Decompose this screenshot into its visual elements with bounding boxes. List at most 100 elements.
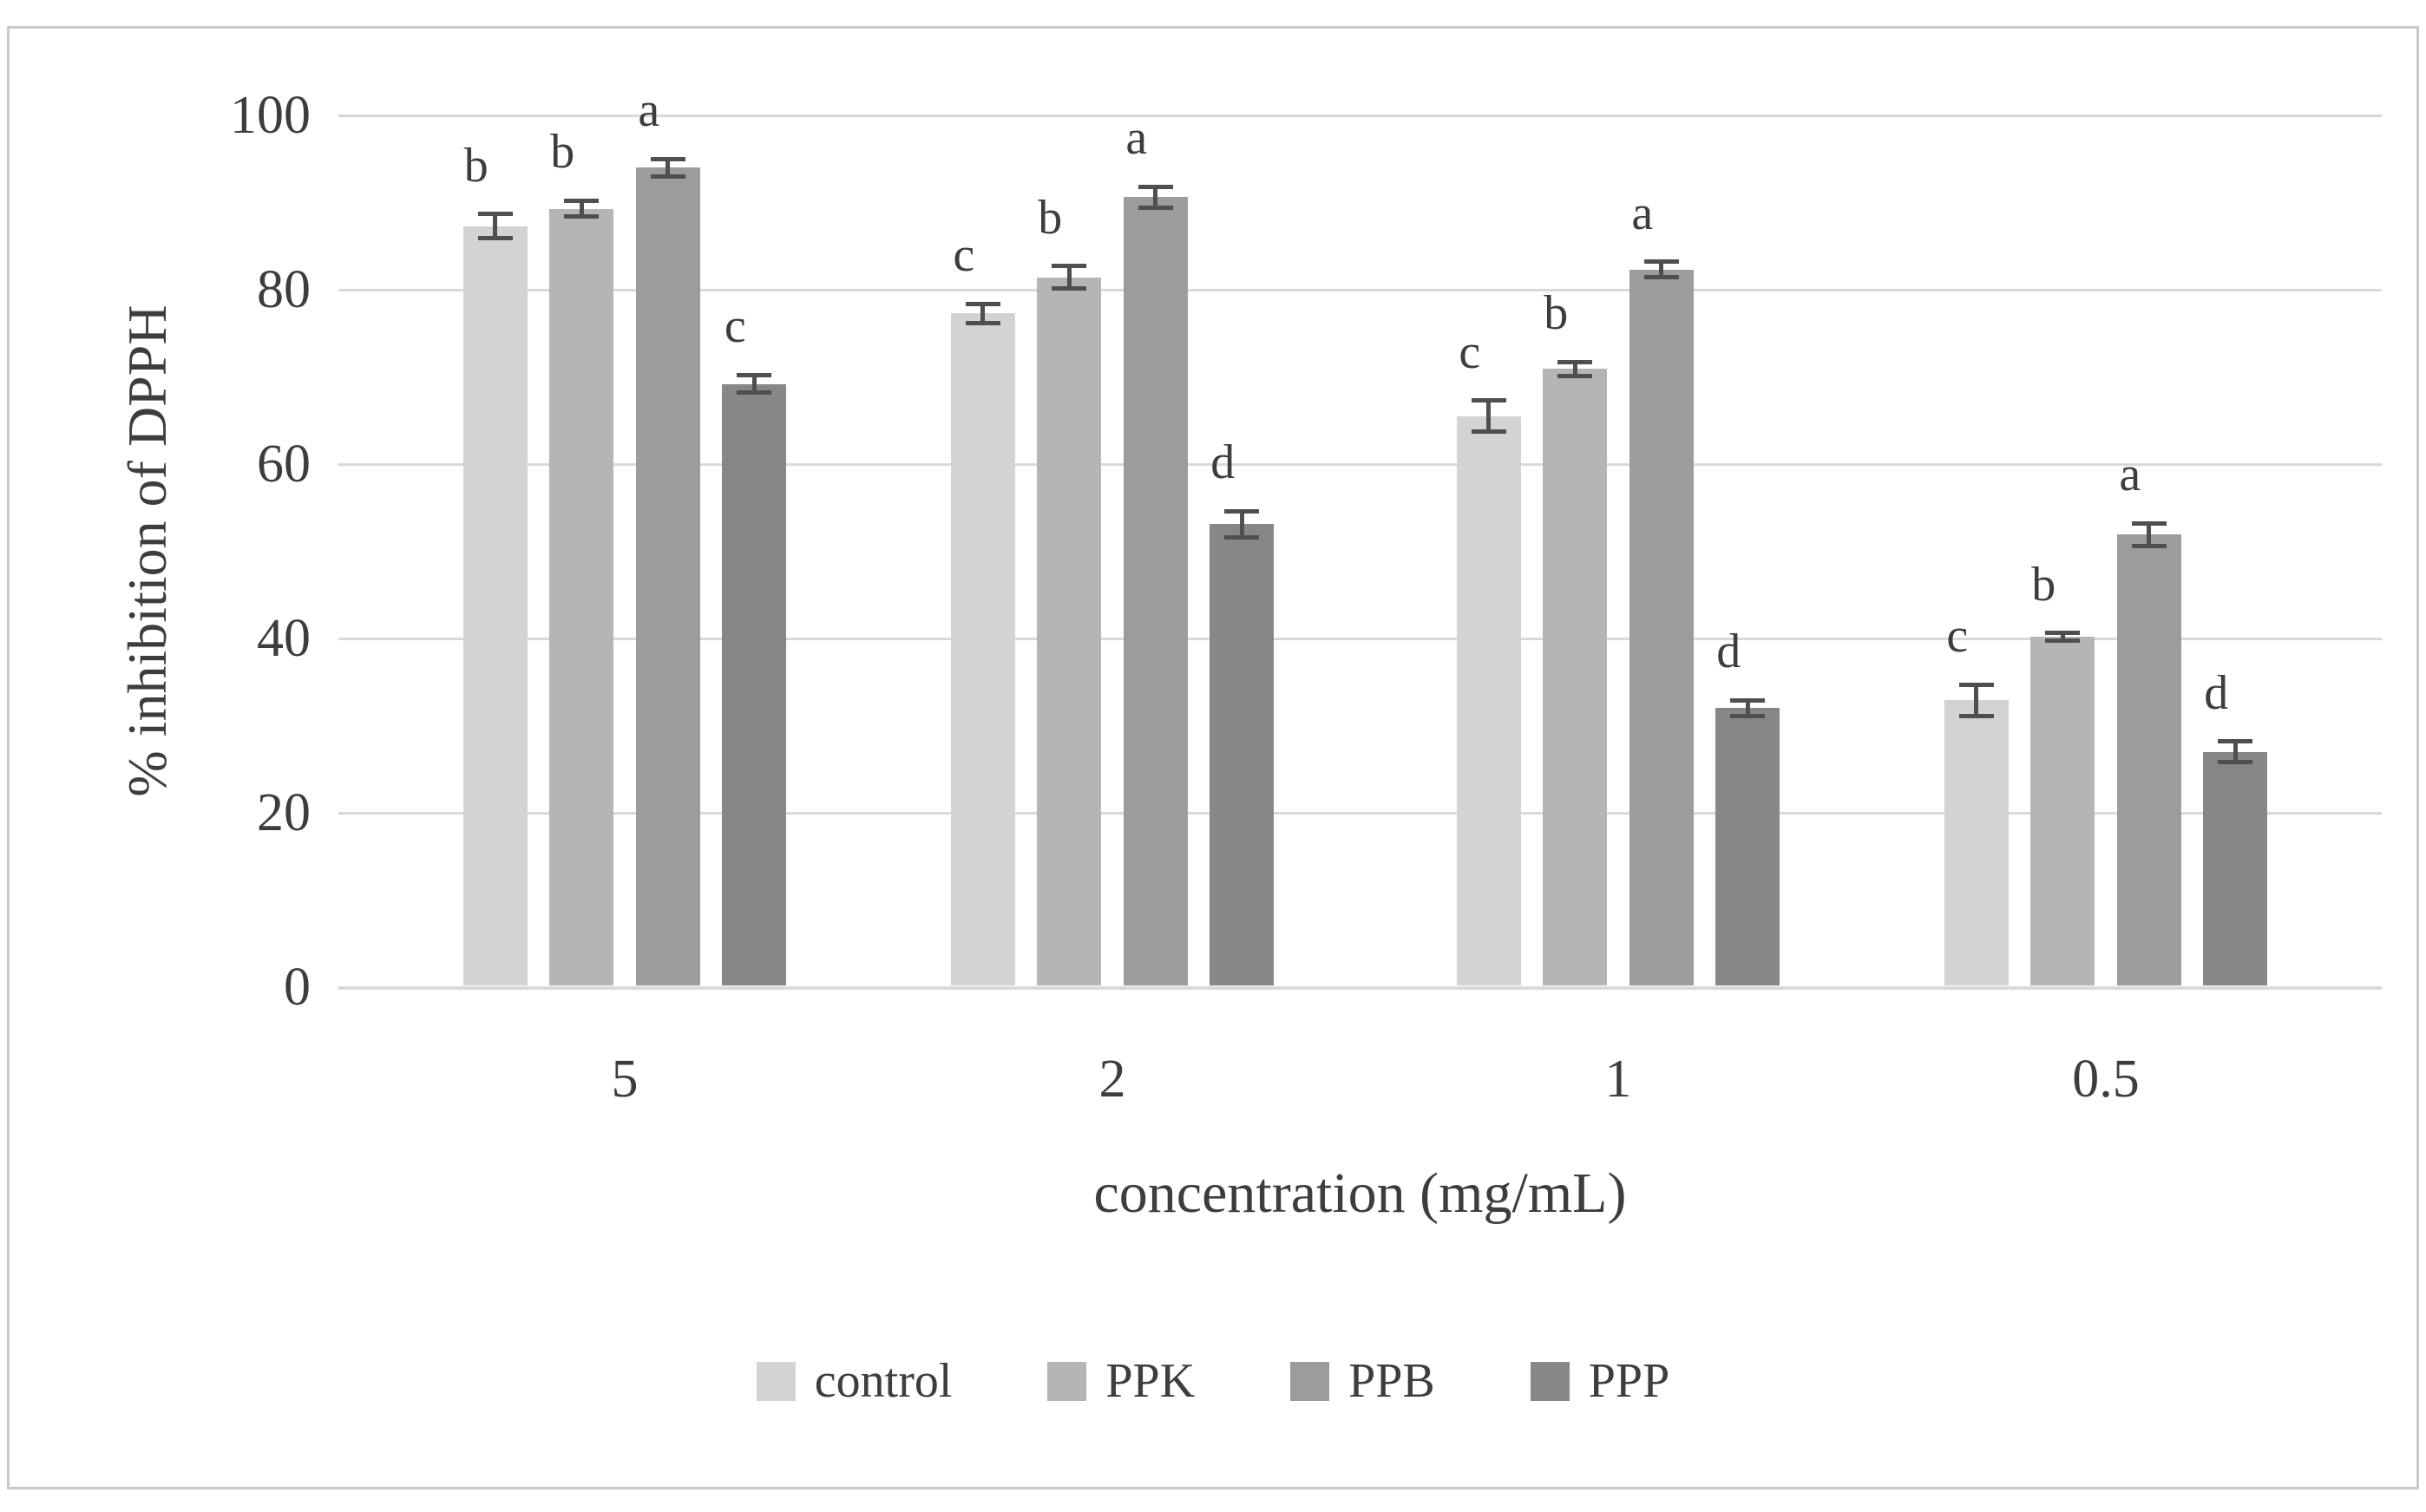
error-bar-top-cap <box>1471 398 1506 403</box>
error-bar-bottom-cap <box>2045 638 2081 643</box>
error-bar-whisker <box>1572 362 1577 376</box>
error-bar-top-cap <box>1138 184 1173 189</box>
legend-item-PPK: PPK <box>1047 1355 1195 1407</box>
significance-letter: d <box>1716 625 1741 679</box>
error-bar-top-cap <box>1730 697 1766 703</box>
bar-control-5 <box>462 226 528 985</box>
error-bar-top-cap <box>564 198 600 203</box>
legend-swatch-icon <box>1290 1361 1330 1401</box>
error-bar-top-cap <box>737 372 772 377</box>
x-tick-label: 1 <box>1604 1050 1632 1109</box>
error-bar-top-cap <box>1958 682 1994 687</box>
error-bar-bottom-cap <box>477 236 513 241</box>
error-bar-bottom-cap <box>1730 713 1766 718</box>
error-bar-top-cap <box>2131 520 2167 526</box>
y-tick-label: 20 <box>257 783 311 842</box>
legend-swatch-icon <box>756 1361 796 1401</box>
significance-letter: b <box>550 125 575 180</box>
error-bar-whisker <box>2233 741 2238 763</box>
error-bar-whisker <box>1745 700 1750 717</box>
legend-swatch-icon <box>1530 1361 1570 1401</box>
legend-item-control: control <box>756 1354 953 1408</box>
legend-item-PPP: PPP <box>1530 1354 1670 1408</box>
bar-PPP-0.5 <box>2203 751 2268 985</box>
bar-PPK-2 <box>1037 277 1102 985</box>
bar-PPK-0.5 <box>2030 636 2095 985</box>
y-tick-label: 40 <box>257 609 311 668</box>
error-bar-top-cap <box>2045 631 2081 636</box>
legend: control PPK PPB PPP <box>0 1346 2426 1416</box>
error-bar-top-cap <box>1052 264 1087 269</box>
error-bar-whisker <box>666 159 671 177</box>
error-bar-whisker <box>2060 632 2065 640</box>
gridline <box>338 462 2382 466</box>
significance-letter: b <box>1038 190 1063 245</box>
bar-PPB-2 <box>1123 197 1188 985</box>
x-tick-label: 5 <box>611 1050 639 1109</box>
legend-item-PPB: PPB <box>1290 1355 1435 1407</box>
bar-PPB-1 <box>1629 269 1694 985</box>
x-axis-title: concentration (mg/mL) <box>1093 1162 1627 1225</box>
legend-label: PPP <box>1588 1354 1670 1408</box>
significance-letter: d <box>2204 665 2229 720</box>
error-bar-top-cap <box>1643 259 1679 265</box>
bar-PPK-5 <box>549 208 614 985</box>
significance-letter: a <box>638 83 660 138</box>
gridline <box>338 811 2382 815</box>
significance-letter: a <box>1125 111 1148 166</box>
error-bar-bottom-cap <box>965 320 1000 325</box>
error-bar-bottom-cap <box>1557 373 1593 378</box>
error-bar-bottom-cap <box>1471 429 1506 435</box>
error-bar-bottom-cap <box>1138 206 1173 211</box>
significance-letter: b <box>2031 557 2056 612</box>
error-bar-bottom-cap <box>1958 713 1994 718</box>
significance-letter: a <box>1631 186 1654 240</box>
bar-PPP-5 <box>722 383 787 985</box>
error-bar-whisker <box>1486 400 1492 432</box>
error-bar-bottom-cap <box>1643 275 1679 280</box>
y-tick-label: 0 <box>284 958 311 1017</box>
y-tick-label: 60 <box>257 435 311 494</box>
gridline <box>338 637 2382 640</box>
error-bar-whisker <box>980 304 986 324</box>
error-bar-bottom-cap <box>2131 543 2167 548</box>
significance-letter: c <box>953 228 975 283</box>
bar-PPB-5 <box>635 167 700 985</box>
error-bar-top-cap <box>1557 359 1593 364</box>
error-bar-whisker <box>1974 684 1979 717</box>
bar-control-1 <box>1456 416 1521 985</box>
x-tick-label: 0.5 <box>2072 1050 2140 1109</box>
significance-letter: a <box>2119 448 2141 502</box>
legend-label: control <box>814 1354 953 1408</box>
error-bar-whisker <box>751 375 757 393</box>
error-bar-whisker <box>579 200 584 217</box>
significance-letter: b <box>463 138 488 193</box>
bar-PPB-0.5 <box>2116 534 2181 985</box>
y-axis-title: % inhibition of DPPH <box>116 304 178 797</box>
error-bar-whisker <box>1153 187 1158 208</box>
error-bar-top-cap <box>1224 508 1260 514</box>
bar-PPP-1 <box>1715 708 1780 985</box>
y-tick-label: 80 <box>257 260 311 319</box>
error-bar-bottom-cap <box>737 390 772 396</box>
error-bar-bottom-cap <box>2218 760 2253 765</box>
significance-letter: c <box>724 299 746 354</box>
significance-letter: c <box>1946 609 1969 664</box>
bar-control-2 <box>950 313 1015 985</box>
bar-PPK-1 <box>1543 369 1608 985</box>
error-bar-whisker <box>1659 261 1664 278</box>
error-bar-whisker <box>2147 523 2152 547</box>
bar-PPP-2 <box>1210 524 1275 985</box>
significance-letter: c <box>1459 324 1481 379</box>
significance-letter: b <box>1544 286 1569 341</box>
error-bar-bottom-cap <box>1052 286 1087 291</box>
error-bar-whisker <box>1239 511 1244 538</box>
x-tick-label: 2 <box>1098 1050 1126 1109</box>
error-bar-bottom-cap <box>564 214 600 219</box>
x-axis-line <box>338 985 2382 990</box>
error-bar-top-cap <box>965 301 1000 306</box>
error-bar-whisker <box>493 213 498 239</box>
error-bar-bottom-cap <box>1224 534 1260 540</box>
legend-label: PPB <box>1348 1354 1435 1408</box>
